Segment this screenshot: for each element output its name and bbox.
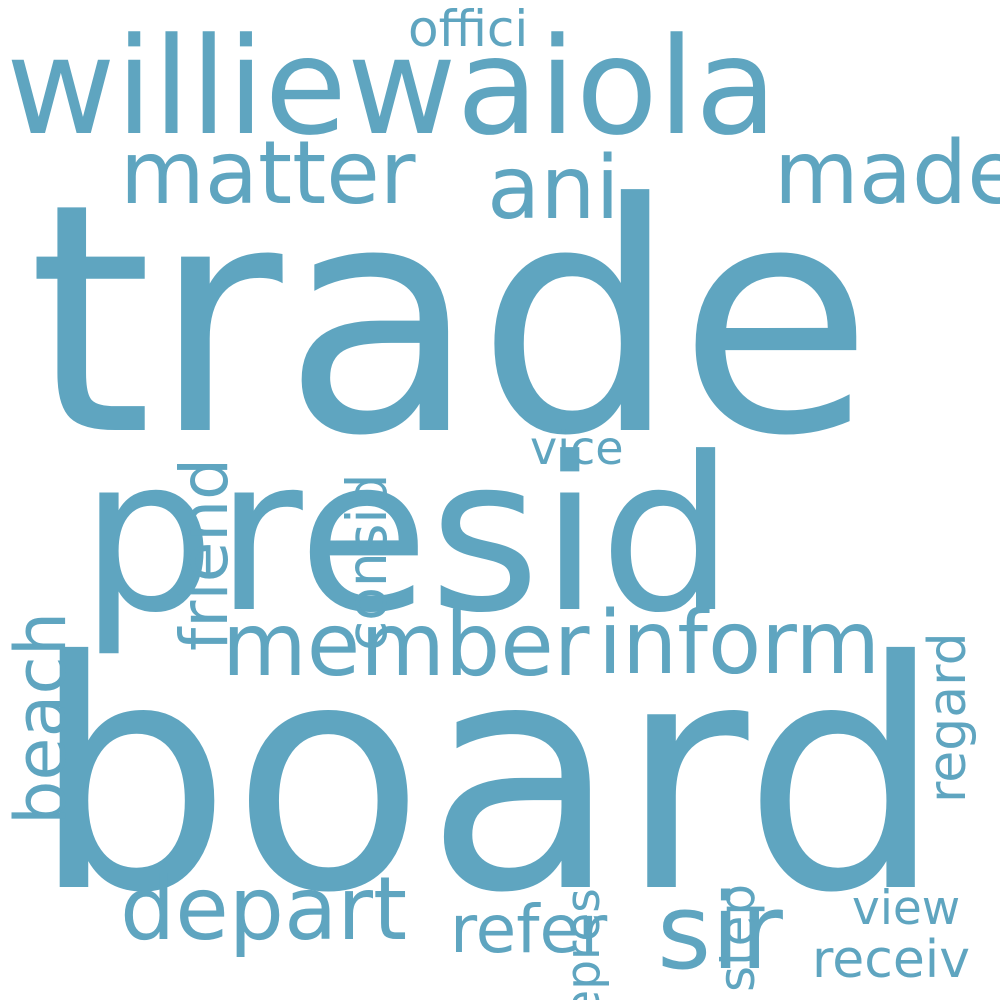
word-ani: ani	[487, 137, 620, 239]
word-depart: depart	[120, 858, 408, 960]
word-inform: inform	[598, 592, 881, 694]
word-repres: repres	[556, 888, 611, 1000]
word-consid: consid	[335, 473, 399, 651]
word-presid: presid	[80, 412, 735, 660]
word-sir: sir	[657, 871, 783, 993]
word-view: view	[852, 881, 961, 936]
word-made: made	[774, 122, 1000, 224]
word-matter: matter	[120, 122, 416, 224]
word-step: step	[708, 883, 766, 992]
word-regard: regard	[918, 632, 978, 803]
word-receiv: receiv	[812, 930, 971, 990]
word-beach: beach	[0, 611, 82, 825]
word-offici: offici	[408, 0, 529, 58]
word-member: member	[222, 594, 590, 696]
word-williewaiola: williewaiola	[6, 9, 778, 165]
word-board: board	[31, 594, 944, 962]
word-trade: trade	[28, 136, 874, 505]
word-vice: vice	[530, 421, 624, 475]
word-friend: friend	[166, 457, 243, 651]
word-refer: refer	[450, 891, 608, 968]
